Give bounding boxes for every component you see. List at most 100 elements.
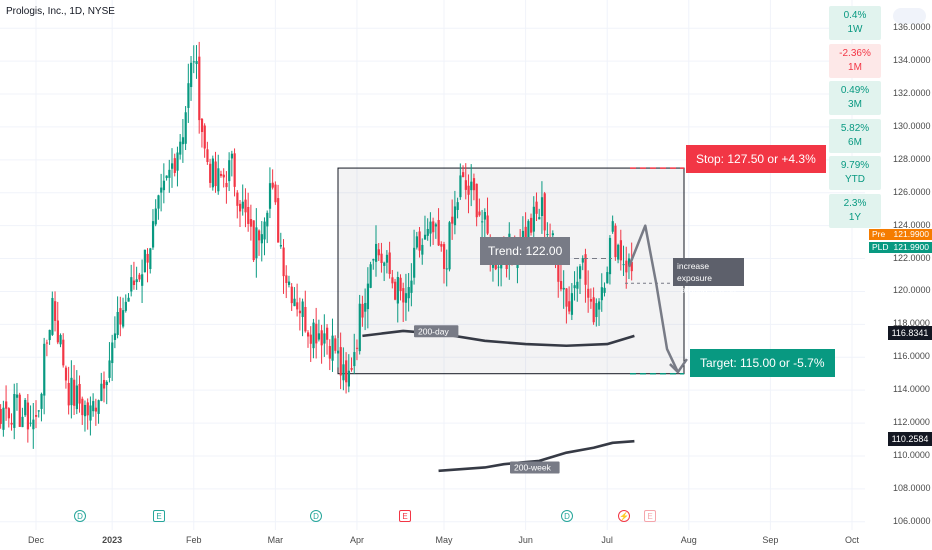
candle-body <box>579 266 582 279</box>
candle-body <box>375 243 378 262</box>
candle-body <box>459 175 462 198</box>
candle-body <box>581 258 584 263</box>
y-tick-label: 134.0000 <box>893 55 931 66</box>
candle-body <box>18 394 21 427</box>
candle-body <box>358 303 361 352</box>
candle-body <box>241 201 244 209</box>
candle-body <box>209 163 212 183</box>
candle-body <box>7 408 10 419</box>
performance-period: 6M <box>848 136 862 148</box>
exposure-callout[interactable]: increase exposure around 120.50 <box>673 258 744 295</box>
candle-body <box>198 56 201 121</box>
candle-body <box>456 202 459 210</box>
candle-body <box>326 327 329 340</box>
earnings-event-icon[interactable]: E <box>153 510 165 522</box>
candle-body <box>86 402 89 416</box>
candle-body <box>214 161 217 187</box>
candle-body <box>105 381 108 386</box>
candle-body <box>0 409 2 424</box>
candle-body <box>255 227 258 259</box>
earnings-event-icon[interactable]: E <box>644 510 656 522</box>
candle-body <box>203 125 206 149</box>
candle-body <box>192 61 195 63</box>
candle-body <box>472 178 476 191</box>
ma-labels: 200-day 200-week <box>414 325 560 474</box>
candle-body <box>119 308 122 325</box>
candle-body <box>565 288 568 307</box>
candle-body <box>625 260 628 273</box>
candle-body <box>279 245 282 247</box>
exposure-line2: around 120.50 <box>681 285 736 295</box>
target-callout[interactable]: Target: 115.00 or -5.7% <box>690 349 835 377</box>
candle-body <box>190 62 193 88</box>
candle-body <box>195 61 198 65</box>
candle-body <box>584 254 587 285</box>
y-tick-label: 136.0000 <box>893 22 931 33</box>
candle-body <box>151 221 155 248</box>
candle-body <box>380 253 383 263</box>
dividend-event-icon[interactable]: D <box>561 510 573 522</box>
candle-body <box>355 347 359 349</box>
candle-body <box>440 243 443 247</box>
performance-card[interactable]: 2.3% 1Y <box>829 193 881 228</box>
performance-card[interactable]: -2.36% 1M <box>829 43 881 78</box>
candle-body <box>282 247 285 277</box>
candle-body <box>187 83 190 108</box>
candle-body <box>51 297 54 335</box>
candle-body <box>546 234 549 236</box>
candle-body <box>75 385 78 410</box>
performance-card[interactable]: 0.49% 3M <box>829 81 881 115</box>
candle-body <box>247 206 250 224</box>
split-event-icon[interactable]: ⚡ <box>618 510 630 522</box>
trend-callout[interactable]: Trend: 122.00 <box>480 237 571 265</box>
ma-200-week-label-bg <box>510 461 560 474</box>
candle-body <box>94 407 98 412</box>
candle-body <box>252 220 255 261</box>
candle-body <box>426 228 429 236</box>
x-tick-label: Jun <box>518 535 533 545</box>
candle-body <box>445 268 448 270</box>
performance-card[interactable]: 0.4% 1W <box>829 6 881 40</box>
candle-body <box>290 286 293 304</box>
candle-body <box>43 343 46 396</box>
candle-body <box>143 249 146 273</box>
candle-body <box>606 272 609 284</box>
candle-body <box>271 182 274 188</box>
performance-period: 1M <box>848 61 862 73</box>
performance-card[interactable]: 9.79% YTD <box>829 156 881 190</box>
candle-body <box>394 281 397 300</box>
candle-body <box>132 280 136 286</box>
candle-body <box>399 277 402 292</box>
candle-body <box>497 266 500 268</box>
earnings-event-icon[interactable]: E <box>399 510 411 522</box>
ma-200-week-line <box>438 439 635 473</box>
candle-body <box>59 335 62 345</box>
trade-levels <box>565 167 684 375</box>
candle-body <box>138 274 141 280</box>
candle-body <box>258 230 261 241</box>
candle-body <box>239 203 242 212</box>
performance-period: YTD <box>845 174 865 185</box>
candle-body <box>315 323 318 344</box>
candle-body <box>619 240 622 261</box>
candle-body <box>5 401 8 409</box>
candle-body <box>274 184 277 203</box>
candle-body <box>285 275 288 283</box>
y-tick-label: 106.0000 <box>893 515 931 526</box>
performance-card[interactable]: 5.82% 6M <box>829 118 881 153</box>
candle-body <box>453 206 457 226</box>
dividend-event-icon[interactable]: D <box>310 510 322 522</box>
candle-body <box>32 419 35 430</box>
candle-body <box>135 279 138 283</box>
stop-callout[interactable]: Stop: 127.50 or +4.3% <box>686 145 826 173</box>
candle-body <box>116 311 119 335</box>
dividend-event-icon[interactable]: D <box>74 510 86 522</box>
candle-body <box>464 180 467 190</box>
currency-toggle[interactable] <box>893 8 926 24</box>
candle-body <box>277 198 280 243</box>
y-tick-label: 112.0000 <box>893 417 930 428</box>
candle-body <box>530 217 533 233</box>
performance-period: 3M <box>848 99 862 110</box>
candle-body <box>410 280 413 293</box>
